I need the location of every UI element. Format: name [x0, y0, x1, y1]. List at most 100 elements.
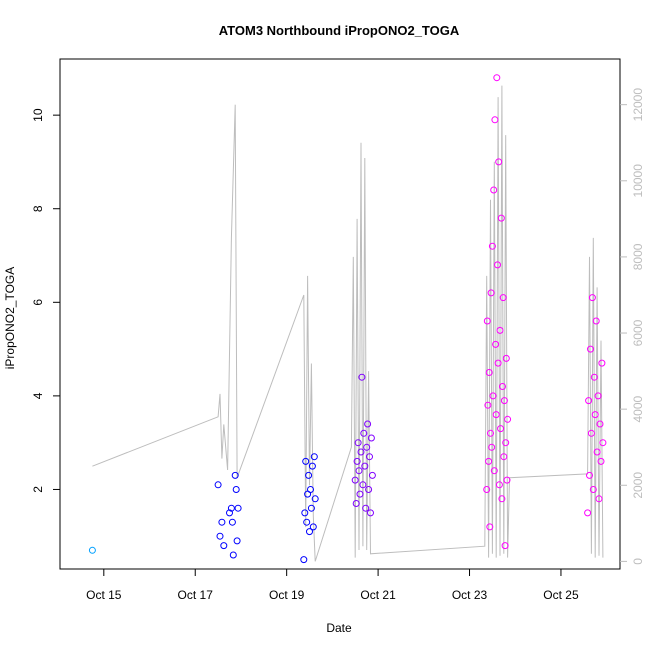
y-axis: 2 4 6 8 10 [31, 108, 60, 493]
y2-tick-label: 6000 [631, 319, 645, 346]
y-tick-label: 8 [31, 205, 45, 212]
data-point [595, 495, 603, 503]
altitude-line [92, 85, 604, 562]
data-point [492, 340, 500, 348]
data-point [228, 518, 236, 526]
data-point [303, 518, 311, 526]
data-point [497, 214, 505, 222]
data-point [594, 392, 602, 400]
data-point [487, 289, 495, 297]
data-point [363, 443, 371, 451]
data-point [310, 453, 318, 461]
x-tick-label: Oct 23 [452, 588, 488, 602]
data-point [584, 509, 592, 517]
data-point [309, 523, 317, 531]
data-point [220, 542, 228, 550]
data-point [307, 486, 314, 493]
altitude-series [92, 85, 604, 562]
data-point [227, 504, 235, 512]
data-point [359, 481, 367, 489]
data-point [590, 373, 598, 381]
data-point [360, 429, 368, 437]
chart-title: ATOM3 Northbound iPropONO2_TOGA [219, 23, 460, 38]
data-point [484, 401, 492, 409]
data-point [492, 411, 500, 419]
data-point [232, 486, 240, 493]
y-axis-label: iPropONO2_TOGA [3, 267, 17, 369]
data-point [483, 317, 491, 325]
data-point [491, 116, 499, 124]
y-tick-label: 4 [31, 392, 45, 399]
data-point [497, 425, 505, 433]
data-point [596, 420, 604, 428]
y2-tick-label: 4000 [631, 395, 645, 422]
data-point [233, 537, 241, 545]
data-point [591, 411, 599, 419]
data-point [367, 434, 375, 442]
data-point [366, 453, 373, 461]
data-point [494, 359, 502, 367]
y2-tick-label: 12000 [631, 88, 645, 122]
data-point [592, 317, 600, 325]
y-tick-label: 6 [31, 299, 45, 306]
data-point [586, 471, 593, 479]
data-point [587, 345, 594, 353]
data-point [487, 429, 494, 437]
data-point [361, 462, 369, 470]
data-point [488, 443, 496, 451]
data-point [307, 504, 315, 512]
data-point [229, 551, 237, 559]
y2-tick-label: 2000 [631, 472, 645, 499]
data-point [306, 528, 313, 536]
data-point [498, 495, 506, 503]
data-points [88, 74, 607, 564]
data-point [500, 453, 508, 461]
data-point [493, 74, 501, 82]
data-point [486, 523, 494, 531]
data-point [501, 542, 509, 550]
data-point [358, 373, 366, 381]
data-point [355, 467, 363, 475]
data-point [234, 504, 242, 512]
data-point [587, 429, 595, 437]
y-tick-label: 2 [31, 486, 45, 493]
x-axis: Oct 15 Oct 17 Oct 19 Oct 21 Oct 23 Oct 25 [86, 568, 579, 602]
data-point [301, 509, 309, 517]
data-point [354, 439, 362, 447]
data-point [214, 481, 222, 489]
data-point [490, 186, 498, 194]
data-point [485, 369, 493, 376]
y2-tick-label: 10000 [631, 164, 645, 198]
data-point [503, 476, 511, 484]
data-point [364, 420, 372, 428]
data-point [302, 457, 310, 465]
data-point [494, 261, 501, 269]
data-point [218, 518, 226, 526]
data-point [305, 471, 313, 479]
y2-tick-label: 0 [631, 558, 645, 565]
x-tick-label: Oct 17 [178, 588, 214, 602]
x-axis-label: Date [326, 621, 352, 635]
data-point [589, 486, 597, 493]
data-point [490, 467, 498, 475]
data-point [300, 556, 308, 564]
data-point [353, 457, 361, 465]
data-point [356, 490, 364, 498]
data-point [495, 481, 503, 489]
data-point [588, 294, 596, 302]
data-point [496, 326, 504, 334]
data-point [585, 397, 593, 405]
data-point [504, 415, 512, 423]
x-tick-label: Oct 25 [543, 588, 579, 602]
data-point [502, 354, 510, 362]
data-point [495, 158, 503, 166]
data-point [357, 448, 365, 456]
data-point [489, 392, 497, 400]
data-point [365, 486, 373, 493]
data-point [231, 471, 239, 479]
data-point [483, 486, 491, 493]
y-tick-label: 10 [31, 108, 45, 122]
x-tick-label: Oct 15 [86, 588, 122, 602]
y2-tick-label: 8000 [631, 243, 645, 270]
